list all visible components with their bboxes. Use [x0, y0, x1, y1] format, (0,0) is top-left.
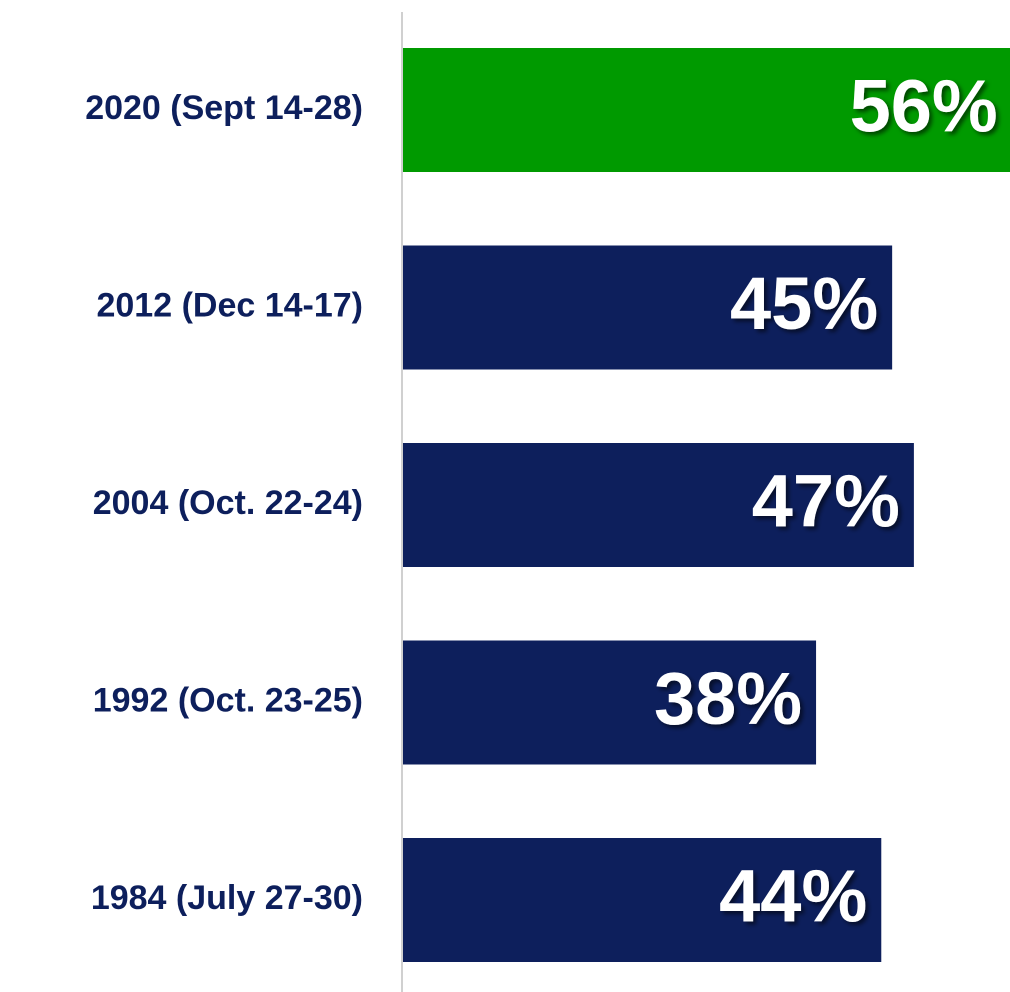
- bar: [403, 48, 1010, 172]
- bar: [403, 245, 893, 370]
- bar: [403, 640, 817, 765]
- value-label: 44%: [719, 855, 867, 938]
- category-label: 1984 (July 27-30): [91, 879, 363, 917]
- value-label: 38%: [654, 657, 802, 740]
- category-label: 2020 (Sept 14-28): [85, 89, 363, 127]
- bar: [403, 838, 882, 962]
- value-label: 47%: [752, 460, 900, 543]
- category-label: 2012 (Dec 14-17): [96, 286, 363, 324]
- category-label: 2004 (Oct. 22-24): [93, 484, 363, 522]
- bar: [403, 443, 914, 567]
- value-label: 45%: [730, 262, 878, 345]
- category-label: 1992 (Oct. 23-25): [93, 681, 363, 719]
- value-label: 56%: [850, 65, 998, 148]
